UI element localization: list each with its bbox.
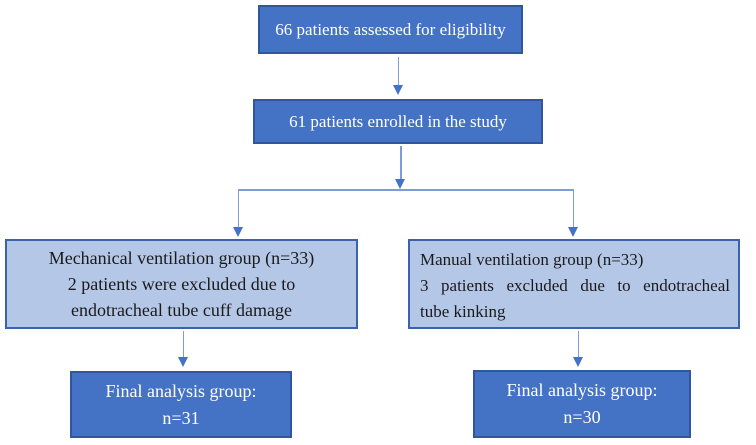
final-analysis-left-box: Final analysis group: n=31 [70, 371, 292, 438]
final-analysis-right-box: Final analysis group: n=30 [473, 370, 691, 438]
arrowhead-down-icon [232, 227, 243, 237]
arrowhead-down-icon [572, 357, 583, 367]
arrow-line-enrolled-to-split [400, 146, 402, 180]
mechanical-group-text: Mechanical ventilation group (n=33) 2 pat… [48, 248, 315, 320]
split-horizontal-line [238, 189, 574, 191]
arrowhead-down-icon [395, 179, 405, 189]
final-right-text: Final analysis group: n=30 [506, 380, 658, 427]
eligibility-box: 66 patients assessed for eligibility [258, 5, 523, 54]
arrow-line-eligibility-to-enrolled [397, 57, 399, 86]
mechanical-ventilation-group-box: Mechanical ventilation group (n=33) 2 pat… [5, 239, 358, 329]
final-left-text: Final analysis group: n=31 [105, 380, 257, 428]
arrow-line-mechanical-to-final [182, 331, 184, 358]
arrowhead-down-icon [177, 357, 188, 367]
arrowhead-down-icon [392, 85, 403, 95]
arrow-line-split-to-manual [572, 189, 574, 228]
arrowhead-down-icon [567, 227, 578, 237]
manual-group-text: Manual ventilation group (n=33) 3 patient… [420, 250, 730, 321]
enrolled-box: 61 patients enrolled in the study [253, 99, 543, 144]
arrow-line-manual-to-final [577, 331, 579, 358]
arrow-line-split-to-mechanical [237, 189, 239, 228]
manual-ventilation-group-box: Manual ventilation group (n=33) 3 patient… [408, 239, 740, 329]
